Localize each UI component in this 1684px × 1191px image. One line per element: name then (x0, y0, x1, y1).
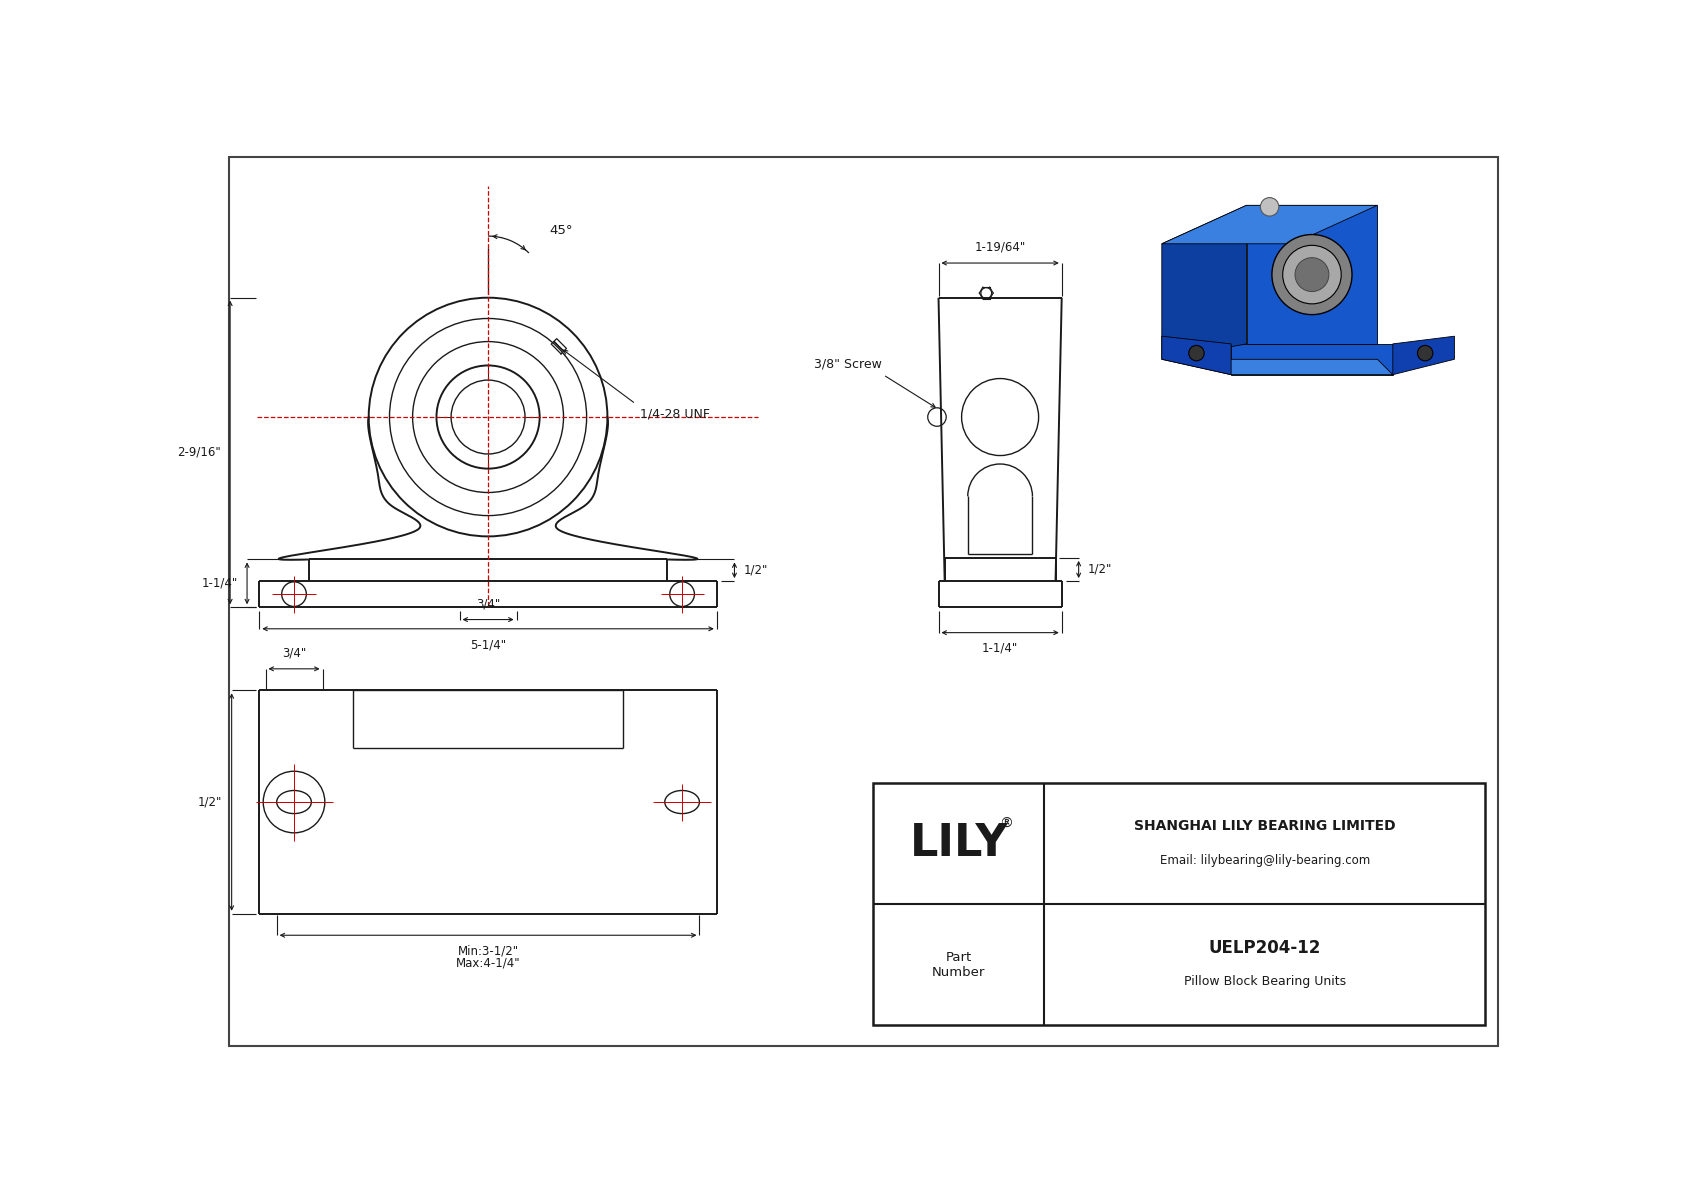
Text: 1/4-28 UNF: 1/4-28 UNF (640, 407, 709, 420)
Text: 3/4": 3/4" (477, 598, 500, 610)
Polygon shape (1393, 336, 1455, 375)
Text: UELP204-12: UELP204-12 (1209, 939, 1320, 956)
Text: 1-19/64": 1-19/64" (975, 241, 1026, 254)
Circle shape (1189, 345, 1204, 361)
Circle shape (1271, 235, 1352, 314)
Bar (872, 782, 1485, 1025)
Text: SHANGHAI LILY BEARING LIMITED: SHANGHAI LILY BEARING LIMITED (1133, 819, 1396, 834)
Text: 2-9/16": 2-9/16" (177, 445, 221, 459)
Text: Part
Number: Part Number (931, 950, 985, 979)
Circle shape (1260, 198, 1278, 216)
Text: 1-1/4": 1-1/4" (982, 642, 1019, 655)
Text: LILY: LILY (909, 822, 1009, 865)
Polygon shape (1162, 205, 1246, 360)
Text: 5-1/4": 5-1/4" (470, 638, 507, 651)
Text: Pillow Block Bearing Units: Pillow Block Bearing Units (1184, 975, 1346, 989)
Text: 3/4": 3/4" (281, 647, 306, 660)
Text: Email: lilybearing@lily-bearing.com: Email: lilybearing@lily-bearing.com (1160, 854, 1371, 867)
Polygon shape (1162, 360, 1393, 375)
Polygon shape (1162, 205, 1378, 244)
Text: 1/2": 1/2" (199, 796, 222, 809)
Circle shape (1418, 345, 1433, 361)
Circle shape (1283, 245, 1340, 304)
Circle shape (1295, 257, 1329, 292)
Text: Max:4-1/4": Max:4-1/4" (456, 956, 520, 969)
Text: 45°: 45° (549, 224, 573, 237)
Polygon shape (1231, 344, 1393, 375)
Polygon shape (1162, 336, 1231, 375)
Text: 1/2": 1/2" (1088, 563, 1111, 576)
Text: 3/8" Screw: 3/8" Screw (813, 357, 881, 370)
Text: 1/2": 1/2" (744, 563, 768, 576)
Text: ®: ® (1000, 817, 1014, 831)
Polygon shape (1246, 205, 1378, 344)
Text: 1-1/4": 1-1/4" (202, 576, 237, 590)
Text: Min:3-1/2": Min:3-1/2" (458, 944, 519, 958)
